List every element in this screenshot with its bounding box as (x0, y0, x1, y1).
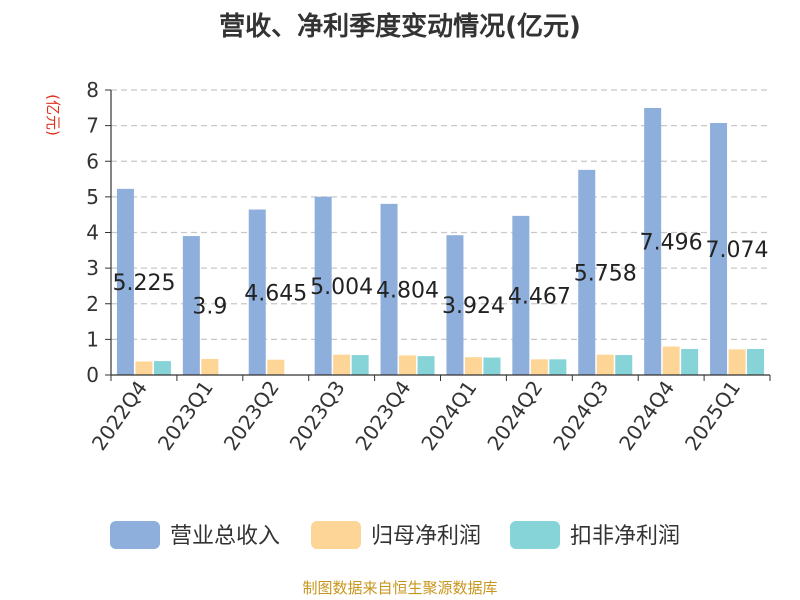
bar-series-1 (314, 196, 332, 375)
x-tick-label: 2023Q3 (285, 376, 350, 455)
bar-series-1 (512, 215, 530, 375)
legend-swatch[interactable] (110, 521, 160, 549)
x-tick-label: 2025Q1 (680, 376, 745, 455)
data-label: 4.804 (376, 278, 439, 303)
bar-series-3 (615, 355, 633, 375)
legend-label[interactable]: 营业总收入 (170, 524, 280, 549)
bar-series-2 (333, 354, 351, 375)
bar-series-2 (596, 354, 614, 375)
bar-series-3 (417, 356, 435, 375)
bar-series-3 (549, 359, 567, 375)
bar-series-1 (182, 236, 200, 375)
y-tick-label: 3 (86, 256, 99, 280)
bar-series-1 (380, 203, 398, 375)
chart-title: 营收、净利季度变动情况(亿元) (219, 12, 581, 42)
bar-series-2 (728, 349, 746, 375)
y-tick-label: 8 (86, 78, 99, 102)
x-tick-label: 2023Q4 (350, 376, 415, 455)
legend-label[interactable]: 归母净利润 (371, 524, 481, 549)
source-note: 制图数据来自恒生聚源数据库 (302, 579, 498, 597)
data-label: 5.758 (574, 261, 637, 286)
y-tick-label: 5 (86, 185, 99, 209)
y-tick-label: 7 (86, 114, 99, 138)
data-label: 7.496 (640, 230, 703, 255)
x-tick-label: 2023Q1 (153, 376, 218, 455)
data-label: 7.074 (706, 238, 769, 263)
data-label: 4.467 (508, 284, 571, 309)
x-tick-label: 2023Q2 (219, 376, 284, 455)
bar-series-2 (399, 355, 417, 375)
x-tick-label: 2022Q4 (87, 376, 152, 455)
bar-series-2 (662, 346, 680, 375)
bar-series-1 (116, 188, 134, 375)
bar-series-1 (644, 107, 662, 375)
y-tick-label: 1 (86, 327, 99, 351)
legend-label[interactable]: 扣非净利润 (570, 524, 680, 549)
bar-series-1 (578, 169, 596, 375)
bar-series-3 (483, 357, 501, 375)
bar-series-3 (351, 355, 369, 375)
bar-series-2 (201, 358, 219, 375)
bar-series-2 (267, 359, 285, 375)
bar-series-3 (747, 348, 765, 375)
legend-swatch[interactable] (510, 521, 560, 549)
y-tick-label: 2 (86, 292, 99, 316)
x-tick-label: 2024Q1 (416, 376, 481, 455)
y-tick-label: 4 (86, 221, 99, 245)
bar-series-2 (464, 357, 482, 375)
bar-series-1 (248, 209, 266, 375)
data-label: 3.924 (442, 294, 505, 319)
x-tick-label: 2024Q3 (548, 376, 613, 455)
y-tick-label: 0 (86, 363, 99, 387)
y-axis-label: (亿元) (44, 94, 62, 136)
bar-series-2 (135, 361, 153, 375)
data-label: 4.645 (244, 281, 307, 306)
bars (116, 107, 765, 376)
data-label: 5.004 (310, 275, 373, 300)
y-tick-label: 6 (86, 149, 99, 173)
bar-series-2 (530, 359, 548, 375)
x-tick-label: 2024Q2 (482, 376, 547, 455)
bar-series-3 (153, 361, 171, 375)
data-label: 3.9 (192, 295, 227, 320)
bar-series-3 (681, 348, 699, 375)
x-tick-label: 2024Q4 (614, 376, 679, 455)
legend: 营业总收入 归母净利润 扣非净利润 (110, 521, 680, 549)
data-label: 5.225 (112, 271, 175, 296)
legend-swatch[interactable] (311, 521, 361, 549)
bar-series-1 (710, 122, 728, 376)
bar-series-1 (446, 235, 464, 375)
